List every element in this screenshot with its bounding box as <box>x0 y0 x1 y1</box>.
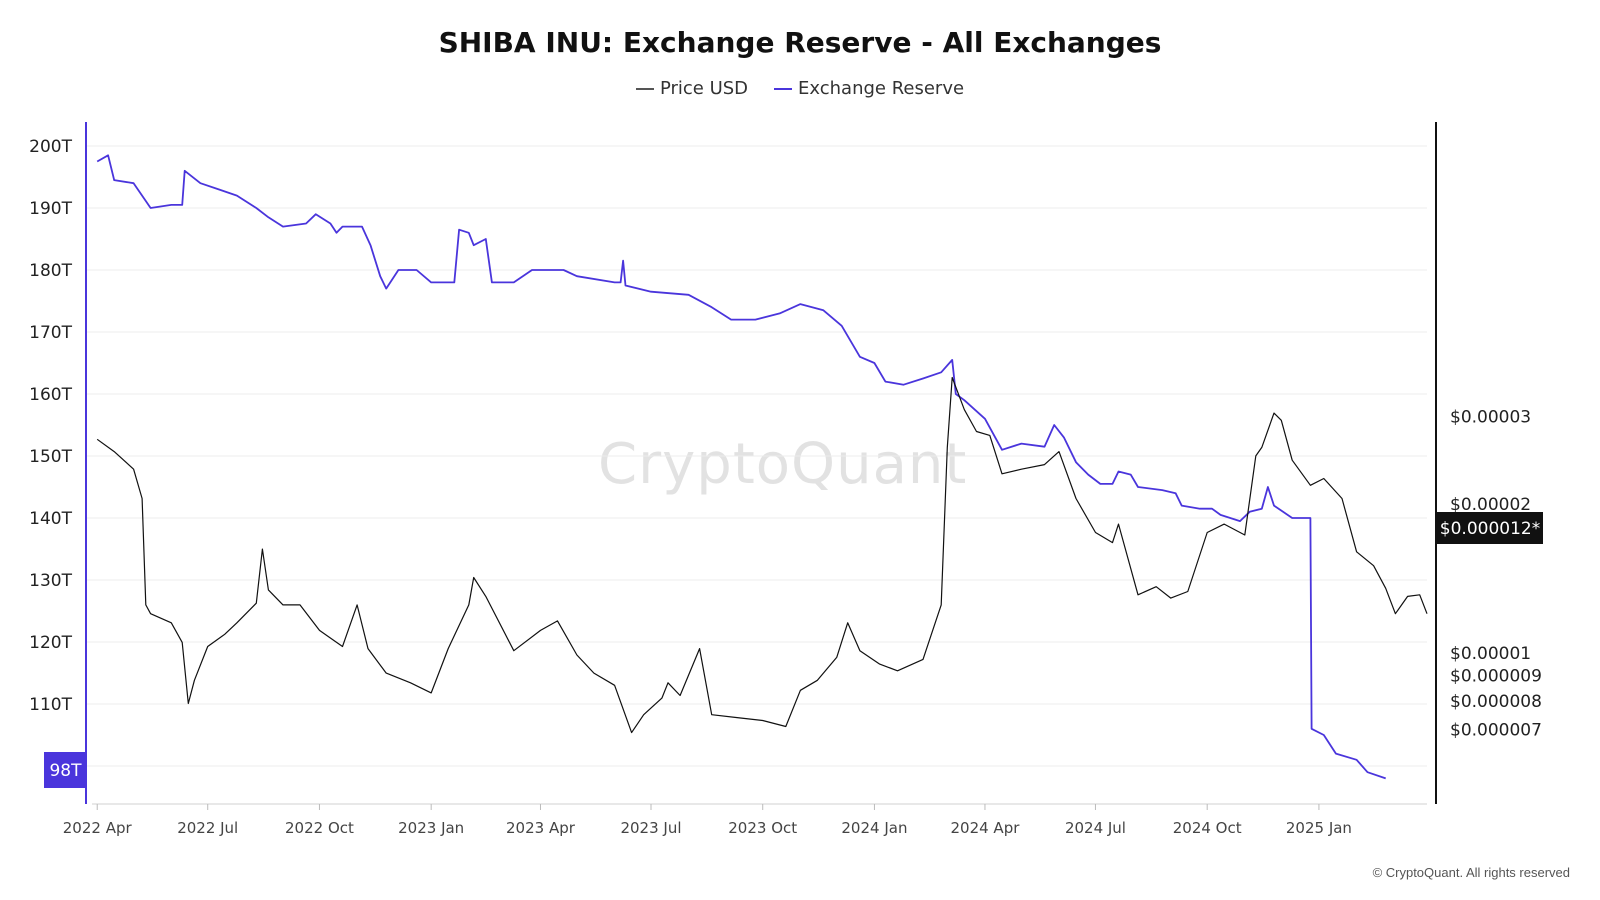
right-tick-label: $0.00003 <box>1450 408 1531 428</box>
x-tick-label: 2024 Apr <box>950 819 1020 837</box>
right-tick-label: $0.00002 <box>1450 495 1531 515</box>
price-current-badge <box>1437 512 1543 544</box>
grid-layer <box>86 145 1427 767</box>
reserve-current-label: 98T <box>49 761 82 781</box>
chart-legend: Price USD Exchange Reserve <box>0 78 1600 99</box>
left-tick-label: 160T <box>29 385 72 405</box>
legend-item-reserve[interactable]: Exchange Reserve <box>774 78 964 99</box>
left-tick-label: 170T <box>29 323 72 343</box>
x-axis: 2022 Apr 2022 Jul 2022 Oct 2023 Jan 2023 Apr… <box>63 803 1427 837</box>
legend-item-price[interactable]: Price USD <box>635 78 749 99</box>
reserve-current-badge <box>44 752 87 788</box>
right-tick-label: $0.000009 <box>1450 667 1542 687</box>
x-tick-label: 2024 Jul <box>1065 819 1126 837</box>
right-tick-label: $0.000008 <box>1450 692 1542 712</box>
series-layer <box>96 154 1428 780</box>
left-tick-label: 140T <box>29 509 72 529</box>
left-tick-label: 130T <box>29 571 72 591</box>
legend-label-price: Price USD <box>659 78 749 99</box>
left-tick-label: 110T <box>29 695 72 715</box>
legend-swatch-reserve <box>774 87 793 90</box>
chart-title: SHIBA INU: Exchange Reserve - All Exchan… <box>438 26 1162 59</box>
legend-swatch-price <box>635 87 654 90</box>
price-current-label: $0.000012* <box>1440 519 1540 539</box>
left-tick-label: 180T <box>29 261 72 281</box>
series-line-exchange-reserve <box>96 154 1386 780</box>
left-tick-label: 120T <box>29 633 72 653</box>
legend-label-reserve: Exchange Reserve <box>798 78 965 99</box>
x-tick-label: 2024 Oct <box>1173 819 1242 837</box>
left-tick-label: 190T <box>29 199 72 219</box>
x-tick-label: 2023 Jan <box>398 819 464 837</box>
x-tick-label: 2023 Oct <box>728 819 797 837</box>
watermark: CryptoQuant <box>598 432 968 497</box>
right-tick-label: $0.00001 <box>1450 644 1531 664</box>
x-tick-label: 2025 Jan <box>1286 819 1352 837</box>
series-line-price-usd <box>96 376 1428 734</box>
x-tick-label: 2023 Jul <box>620 819 681 837</box>
x-tick-label: 2022 Oct <box>285 819 354 837</box>
left-tick-label: 200T <box>29 137 72 157</box>
x-tick-label: 2022 Apr <box>63 819 133 837</box>
badges-layer: 98T $0.000012* <box>44 512 1543 788</box>
left-axis: 200T 190T 180T 170T 160T 150T 140T 130T 120T 110T <box>29 122 87 804</box>
x-tick-label: 2022 Jul <box>177 819 238 837</box>
left-tick-label: 150T <box>29 447 72 467</box>
x-tick-label: 2023 Apr <box>506 819 576 837</box>
right-axis: $0.00003 $0.00002 $0.00001 $0.000009 $0.0000… <box>1435 122 1542 804</box>
x-tick-label: 2024 Jan <box>841 819 907 837</box>
right-tick-label: $0.000007 <box>1450 721 1542 741</box>
copyright-text: © CryptoQuant. All rights reserved <box>1372 865 1570 880</box>
